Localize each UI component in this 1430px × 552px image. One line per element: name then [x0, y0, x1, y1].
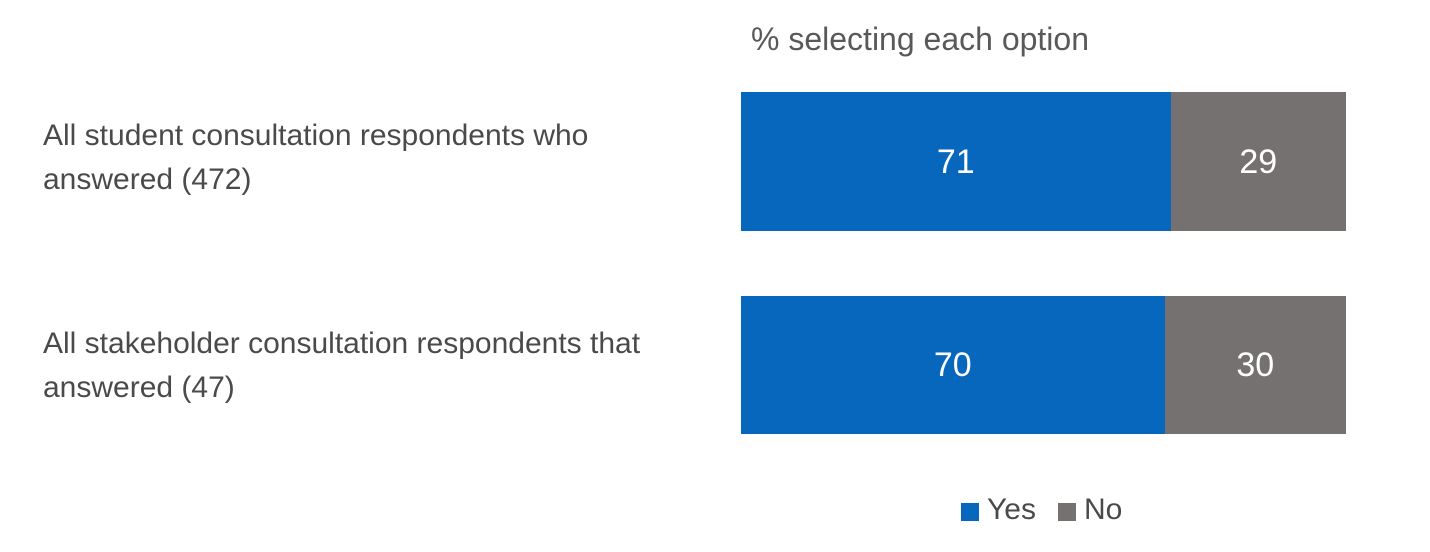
bar-stakeholders: 70 30	[741, 296, 1346, 434]
chart-title: % selecting each option	[751, 21, 1089, 57]
bar-segment-no: 29	[1170, 92, 1346, 231]
legend: Yes No	[961, 492, 1122, 528]
bar-value-label: 29	[1239, 142, 1278, 181]
category-label-students: All student consultation respondents who…	[43, 119, 589, 196]
bar-value-label: 70	[933, 346, 972, 384]
bar-segment-yes: 70	[741, 296, 1165, 434]
legend-swatch-yes-icon	[961, 503, 979, 521]
bar-segment-no: 30	[1164, 296, 1346, 434]
bar-segment-yes: 71	[741, 92, 1171, 231]
category-label-stakeholders: All stakeholder consultation respondents…	[43, 327, 641, 404]
bar-value-label: 71	[936, 142, 975, 181]
legend-label-no: No	[1083, 493, 1123, 526]
legend-swatch-no-icon	[1057, 503, 1076, 521]
legend-label-yes: Yes	[987, 493, 1036, 526]
legend-item-no: No	[1057, 493, 1123, 526]
bar-value-label: 30	[1236, 346, 1275, 384]
legend-item-yes: Yes	[961, 495, 1036, 525]
bar-students: 71 29	[741, 92, 1346, 231]
